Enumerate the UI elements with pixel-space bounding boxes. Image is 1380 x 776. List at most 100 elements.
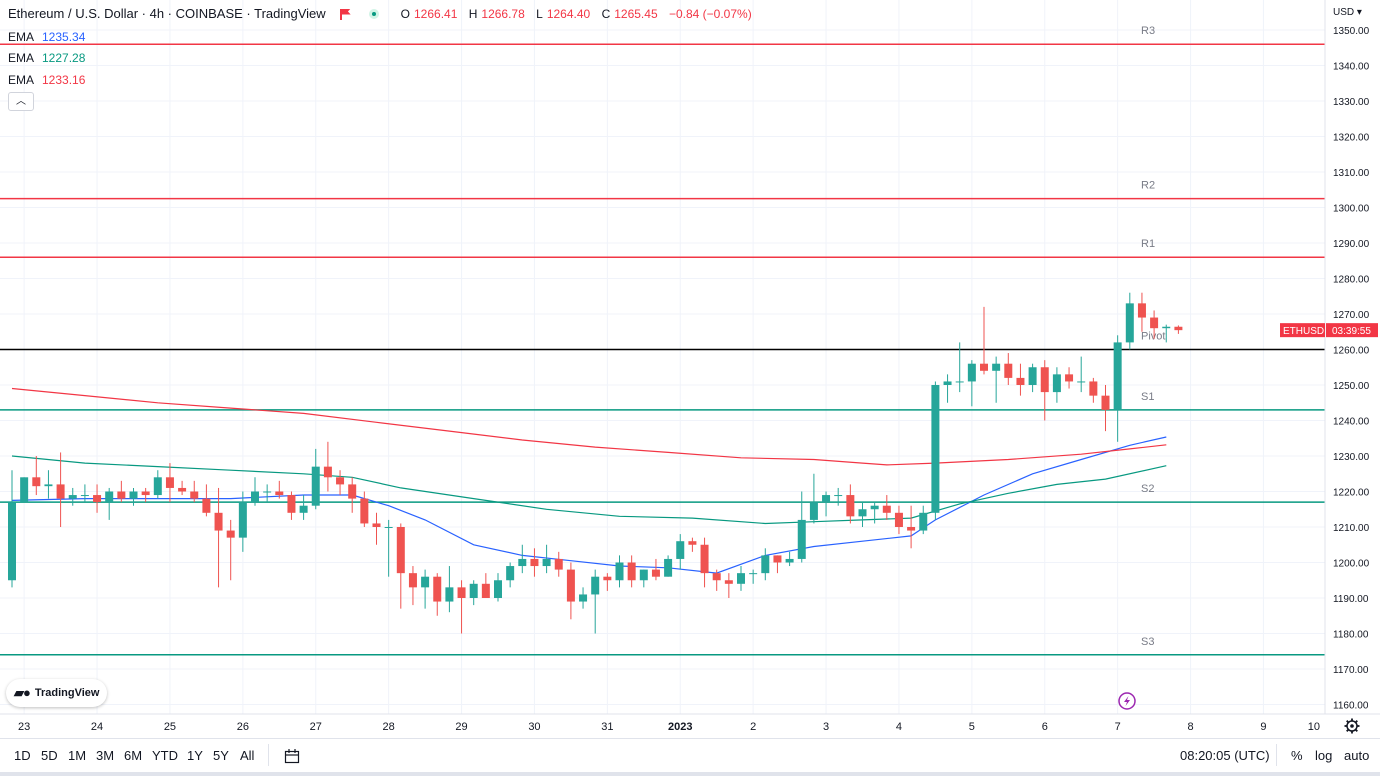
- candle: [688, 537, 697, 552]
- candle: [554, 551, 563, 577]
- price-tick-label: 1300.00: [1333, 204, 1370, 215]
- candle-body: [1150, 317, 1159, 329]
- candle-body: [1016, 377, 1025, 385]
- time-tick-label: 8: [1187, 721, 1193, 733]
- candle-body: [44, 484, 53, 487]
- candle-body: [1040, 367, 1049, 393]
- candle: [20, 477, 29, 503]
- candle-body: [190, 491, 199, 499]
- time-axis-bg: [0, 714, 1380, 738]
- candle-body: [530, 558, 539, 567]
- candle-body: [372, 523, 381, 527]
- range-6m[interactable]: 6M: [124, 748, 143, 763]
- candle-body: [214, 512, 223, 531]
- symbol-title[interactable]: Ethereum / U.S. Dollar · 4h · COINBASE ·…: [8, 6, 326, 21]
- utc-clock[interactable]: 08:20:05 (UTC): [1180, 748, 1270, 763]
- candle-body: [882, 505, 891, 513]
- tradingview-logo[interactable]: ▰● TradingView: [6, 679, 108, 707]
- candle-body: [566, 569, 575, 602]
- candle-body: [1162, 326, 1171, 329]
- ema-legend-2[interactable]: EMA 1227.28: [8, 51, 86, 65]
- time-tick-label: 7: [1115, 721, 1121, 733]
- currency-label[interactable]: USD ▾: [1333, 7, 1362, 18]
- range-5y[interactable]: 5Y: [213, 748, 229, 763]
- candle-body: [275, 491, 284, 496]
- lightning-event-icon[interactable]: [1118, 692, 1136, 710]
- candle: [214, 487, 223, 588]
- candle-body: [141, 491, 150, 496]
- candle-body: [32, 477, 41, 487]
- candle-body: [336, 477, 345, 485]
- percent-toggle[interactable]: %: [1291, 748, 1303, 763]
- candle-body: [955, 381, 964, 383]
- time-tick-label: 27: [310, 721, 322, 733]
- candle-body: [627, 562, 636, 581]
- candle-body: [323, 466, 332, 478]
- price-tick-label: 1200.00: [1333, 559, 1370, 570]
- candle: [1162, 324, 1171, 343]
- candle-body: [56, 484, 65, 499]
- candle-body: [1065, 374, 1074, 382]
- candle-body: [20, 477, 29, 503]
- gear-tooth: [1354, 720, 1358, 724]
- candle: [311, 448, 320, 510]
- candle: [882, 495, 891, 520]
- candle-body: [433, 576, 442, 602]
- candle-body: [117, 491, 126, 499]
- auto-toggle[interactable]: auto: [1344, 748, 1370, 763]
- log-toggle[interactable]: log: [1315, 748, 1333, 763]
- candle-body: [153, 477, 162, 496]
- range-5d[interactable]: 5D: [41, 748, 58, 763]
- candle: [165, 463, 174, 503]
- range-ytd[interactable]: YTD: [152, 748, 178, 763]
- ema-legend-3[interactable]: EMA 1233.16: [8, 73, 86, 87]
- candle-body: [1028, 367, 1037, 385]
- candle-body: [129, 491, 138, 499]
- candle: [323, 441, 332, 492]
- price-axis: USD ▾ 1350.00 1340.00 1330.00 1320.00 1310.00…: [1280, 0, 1380, 738]
- candle-body: [299, 505, 308, 513]
- candle: [336, 470, 345, 496]
- candle-body: [724, 580, 733, 584]
- range-1d[interactable]: 1D: [14, 748, 31, 763]
- candle-body: [858, 509, 867, 517]
- price-axis-bg: [1325, 0, 1380, 714]
- range-1y[interactable]: 1Y: [187, 748, 203, 763]
- candle-body: [445, 587, 454, 602]
- candle-body: [251, 491, 259, 503]
- time-tick-label: 10: [1308, 721, 1320, 733]
- candle-body: [469, 583, 478, 598]
- candle: [153, 470, 162, 499]
- ema-3-value: 1233.16: [42, 73, 86, 87]
- price-tick-label: 1320.00: [1333, 133, 1370, 144]
- settings-gear-icon[interactable]: [1344, 718, 1360, 734]
- price-chart[interactable]: R3 R2 R1 Pivot S1 S2 S3 USD ▾ 1350.00 1340.00 133…: [0, 0, 1380, 738]
- time-tick-label: 23: [18, 721, 30, 733]
- range-1m[interactable]: 1M: [68, 748, 87, 763]
- candle-body: [639, 569, 648, 581]
- candles: [8, 292, 1183, 634]
- candle: [724, 573, 733, 598]
- time-tick-label: 24: [91, 721, 103, 733]
- market-status-icon[interactable]: [368, 8, 379, 19]
- candle: [275, 480, 284, 499]
- ema-line-3: [11, 387, 1167, 466]
- flag-icon[interactable]: [339, 8, 351, 20]
- candle: [615, 555, 624, 588]
- collapse-legend-button[interactable]: ︿: [8, 92, 34, 111]
- candle-body: [943, 381, 952, 385]
- gear-tooth: [1346, 720, 1350, 724]
- range-all[interactable]: All: [240, 748, 255, 763]
- candle: [603, 573, 612, 591]
- candle-body: [226, 530, 235, 538]
- ema-legend-1[interactable]: EMA 1235.34: [8, 30, 86, 44]
- candle: [202, 484, 211, 517]
- candle-body: [1137, 303, 1146, 318]
- candle: [700, 537, 709, 588]
- range-3m[interactable]: 3M: [96, 748, 115, 763]
- date-range-icon[interactable]: [284, 748, 300, 764]
- time-tick-label: 6: [1042, 721, 1048, 733]
- candle: [712, 569, 721, 591]
- candle: [1077, 356, 1086, 393]
